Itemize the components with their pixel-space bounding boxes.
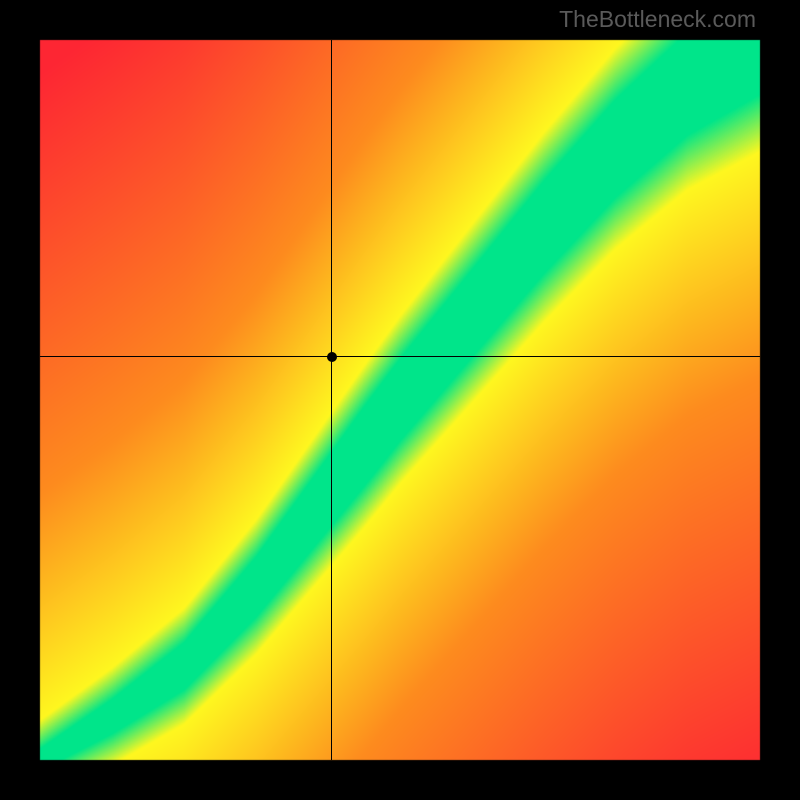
chart-frame: TheBottleneck.com [0, 0, 800, 800]
watermark-text: TheBottleneck.com [559, 6, 756, 33]
crosshair-vertical [331, 40, 332, 760]
heatmap-canvas [0, 0, 800, 800]
data-point-marker [327, 352, 337, 362]
crosshair-horizontal [40, 356, 760, 357]
